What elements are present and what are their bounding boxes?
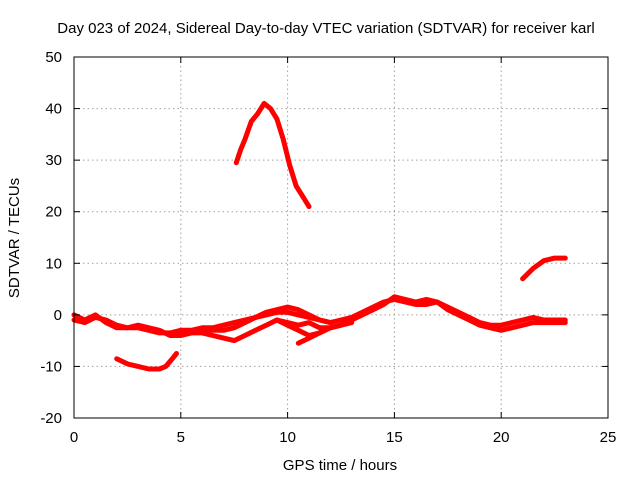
y-tick-label: 30 bbox=[45, 152, 62, 169]
grid bbox=[74, 57, 608, 418]
x-axis-label: GPS time / hours bbox=[283, 457, 397, 474]
series-arc-dip bbox=[114, 351, 179, 372]
series-arc-peak bbox=[233, 100, 312, 210]
ticks bbox=[73, 56, 609, 419]
x-tick-label: 0 bbox=[70, 429, 78, 446]
x-tick-label: 15 bbox=[386, 429, 403, 446]
tick-labels: 0 5 10 15 20 25 -20 -10 0 10 20 30 40 50 bbox=[40, 49, 616, 446]
plot-frame bbox=[73, 56, 609, 419]
chart-title: Day 023 of 2024, Sidereal Day-to-day VTE… bbox=[57, 20, 594, 37]
y-axis-label: SDTVAR / TECUs bbox=[6, 178, 23, 298]
series-arc-main-c bbox=[178, 304, 333, 336]
x-tick-label: 20 bbox=[493, 429, 510, 446]
x-tick-label: 5 bbox=[177, 429, 185, 446]
series-arc-short-b bbox=[295, 320, 355, 346]
y-tick-label: 10 bbox=[45, 255, 62, 272]
y-tick-label: -10 bbox=[40, 358, 62, 375]
y-tick-label: 0 bbox=[54, 307, 62, 324]
y-tick-label: 20 bbox=[45, 204, 62, 221]
x-tick-label: 25 bbox=[600, 429, 617, 446]
series-layer bbox=[71, 100, 568, 372]
series-arc-late bbox=[520, 255, 568, 282]
y-tick-label: 50 bbox=[45, 49, 62, 66]
y-tick-label: 40 bbox=[45, 101, 62, 118]
series-arc-main-b bbox=[71, 294, 568, 344]
x-tick-label: 10 bbox=[279, 429, 296, 446]
y-tick-label: -20 bbox=[40, 410, 62, 427]
